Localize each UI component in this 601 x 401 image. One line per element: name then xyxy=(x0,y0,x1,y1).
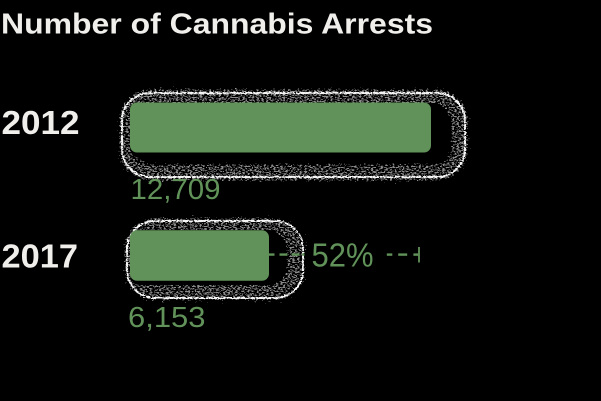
svg-text:2012: 2012 xyxy=(2,105,80,142)
svg-text:Number of Cannabis Arrests: Number of Cannabis Arrests xyxy=(1,8,433,40)
svg-text:52%: 52% xyxy=(312,237,374,274)
svg-text:12,709: 12,709 xyxy=(131,174,221,206)
svg-text:6,153: 6,153 xyxy=(128,302,206,334)
svg-text:2017: 2017 xyxy=(2,239,78,276)
